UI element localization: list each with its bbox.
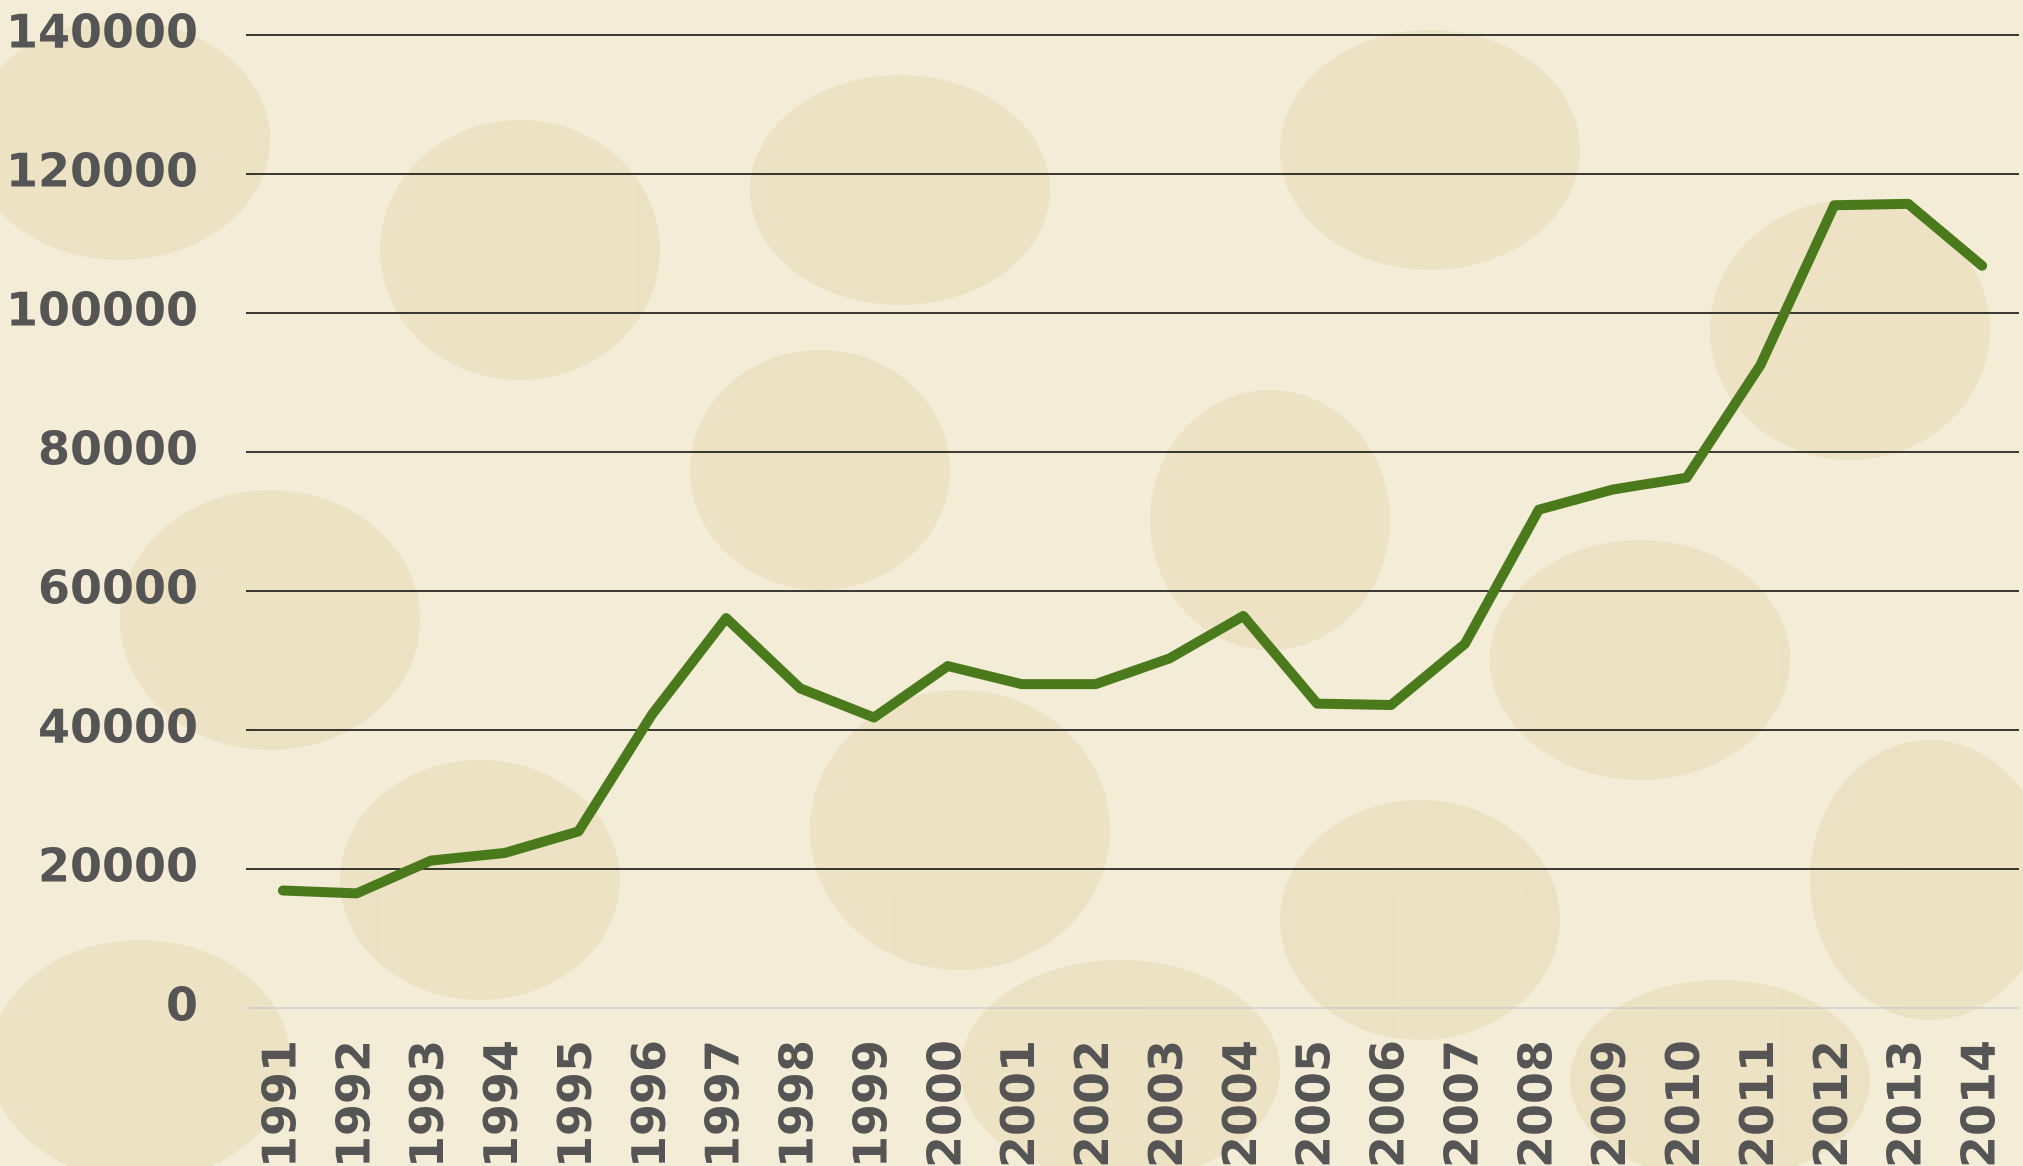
x-tick-label: 2014 [1952, 1040, 2006, 1166]
y-tick-label: 100000 [6, 283, 198, 337]
x-tick-label: 2006 [1361, 1040, 1415, 1166]
x-tick-label: 2004 [1213, 1040, 1267, 1166]
x-tick-label: 1996 [622, 1040, 676, 1166]
y-tick-label: 140000 [6, 5, 198, 59]
x-tick-label: 1991 [252, 1040, 306, 1166]
x-tick-label: 2012 [1804, 1040, 1858, 1166]
x-tick-label: 2002 [1065, 1040, 1119, 1166]
x-tick-label: 1995 [548, 1040, 602, 1166]
x-tick-label: 2008 [1508, 1040, 1562, 1166]
x-tick-label: 2003 [1139, 1040, 1193, 1166]
x-tick-label: 1998 [770, 1040, 824, 1166]
x-tick-label: 1993 [400, 1040, 454, 1166]
x-tick-label: 2010 [1656, 1040, 1710, 1166]
x-tick-label: 2007 [1434, 1040, 1488, 1166]
x-tick-label: 2013 [1878, 1040, 1932, 1166]
x-tick-label: 2009 [1582, 1040, 1636, 1166]
chart: 0 20000 40000 60000 80000 100000 120000 140000 1… [0, 0, 2023, 1166]
y-tick-label: 80000 [38, 422, 198, 476]
y-tick-label: 20000 [38, 839, 198, 893]
y-tick-label: 60000 [38, 561, 198, 615]
x-tick-label: 1999 [843, 1040, 897, 1166]
y-tick-label: 40000 [38, 700, 198, 754]
x-tick-label: 2000 [917, 1040, 971, 1166]
y-tick-label: 120000 [6, 144, 198, 198]
x-tick-label: 1997 [696, 1040, 750, 1166]
y-tick-label: 0 [166, 978, 198, 1032]
x-tick-label: 2011 [1730, 1040, 1784, 1166]
x-tick-label: 2005 [1287, 1040, 1341, 1166]
x-tick-label: 1994 [474, 1040, 528, 1166]
x-tick-label: 2001 [991, 1040, 1045, 1166]
x-tick-label: 1992 [326, 1040, 380, 1166]
